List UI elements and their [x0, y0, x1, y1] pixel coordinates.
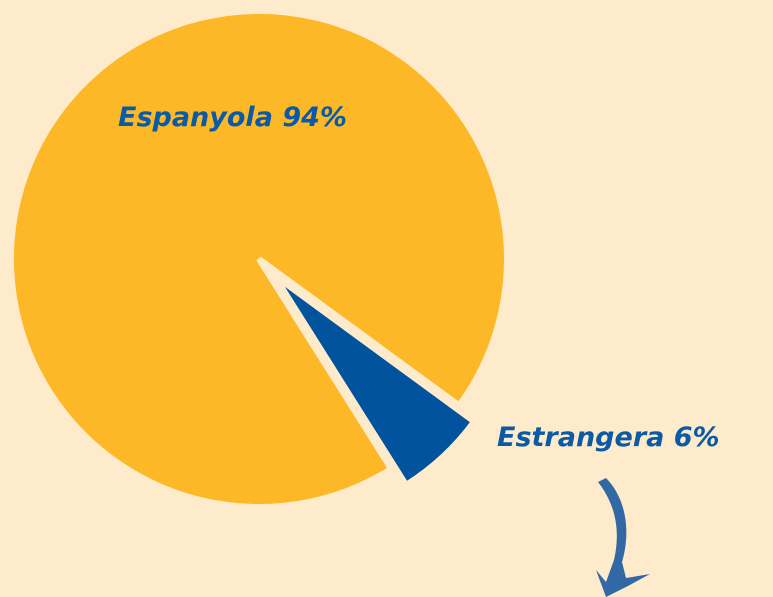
slice-label: Estrangera 6%: [497, 422, 720, 453]
value-label: 94%: [282, 102, 347, 133]
value-label: 6%: [674, 422, 720, 453]
arrow: [596, 478, 650, 597]
slice-label: Espanyola 94%: [118, 102, 347, 133]
pie-slice: [8, 8, 510, 510]
category-label: Estrangera: [497, 422, 664, 453]
category-label: Espanyola: [118, 102, 273, 133]
pie: [8, 8, 510, 510]
pie-slice: [271, 272, 479, 490]
